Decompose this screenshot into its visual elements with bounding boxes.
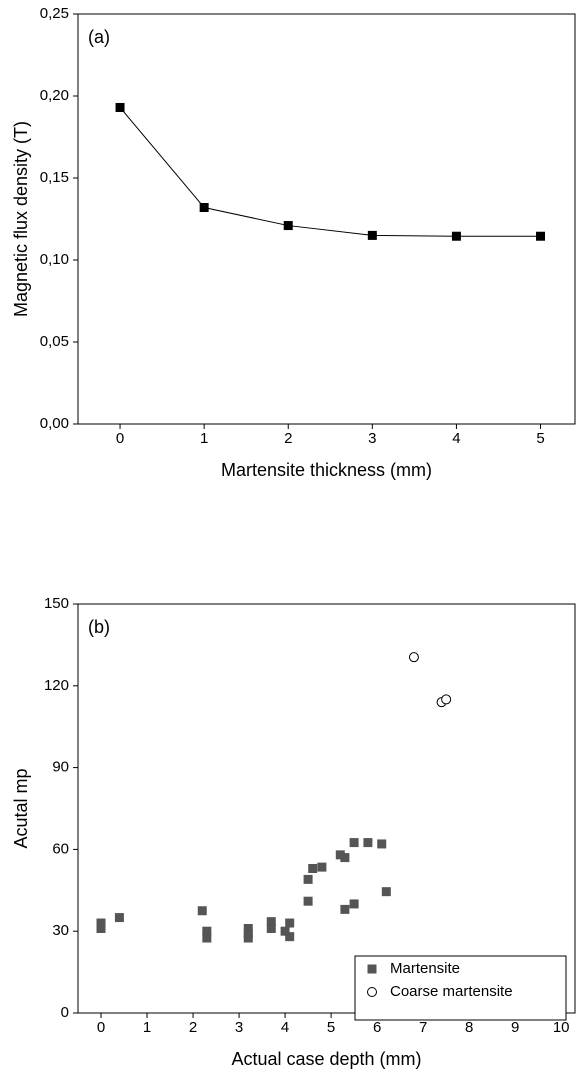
point [317,862,327,872]
point [266,923,276,933]
point [285,918,295,928]
y-tick-label: 150 [44,595,69,612]
plot-frame [77,603,576,1014]
point [349,838,359,848]
x-axis-label: Martensite thickness (mm) [221,460,432,480]
point [199,203,209,213]
legend-label: Coarse martensite [390,983,513,1000]
point [96,918,106,928]
line [119,107,541,237]
point [441,694,452,705]
point [202,933,212,943]
point [283,221,293,231]
point [363,838,373,848]
point [280,926,290,936]
point [377,839,387,849]
point [340,853,350,863]
y-tick-label: 0,00 [40,415,69,432]
y-tick-label: 90 [52,759,69,776]
point [381,887,391,897]
point [96,923,106,933]
y-tick-label: 120 [44,677,69,694]
point [285,932,295,942]
x-tick-label: 4 [452,430,460,447]
y-tick-label: 30 [52,922,69,939]
x-tick-label: 3 [235,1019,243,1036]
x-tick-label: 2 [284,430,292,447]
point [340,904,350,914]
point [115,102,125,112]
y-axis-label: Acutal mp [11,768,31,848]
point [197,906,207,916]
x-tick-label: 4 [281,1019,289,1036]
x-tick-label: 10 [553,1019,570,1036]
panel-label: (a) [88,27,110,47]
x-tick-label: 1 [200,430,208,447]
point [308,863,318,873]
y-tick-label: 0,20 [40,87,69,104]
y-tick-label: 0 [61,1004,69,1021]
point [349,899,359,909]
y-tick-label: 0,10 [40,251,69,268]
point [367,230,377,240]
x-tick-label: 9 [511,1019,519,1036]
y-axis-label: Magnetic flux density (T) [11,121,31,317]
point [266,917,276,927]
point [335,850,345,860]
point [243,933,253,943]
point [408,652,419,663]
point [243,923,253,933]
point [536,231,546,241]
point [114,913,124,923]
x-tick-label: 3 [368,430,376,447]
x-tick-label: 1 [143,1019,151,1036]
legend-box [354,955,567,1021]
legend-marker [367,987,377,997]
x-tick-label: 0 [116,430,124,447]
x-tick-label: 5 [327,1019,335,1036]
x-tick-label: 2 [189,1019,197,1036]
legend-marker [367,964,377,974]
panel-label: (b) [88,617,110,637]
point [303,874,313,884]
point [303,896,313,906]
y-tick-label: 0,25 [40,5,69,22]
x-tick-label: 6 [373,1019,381,1036]
x-tick-label: 5 [536,430,544,447]
plot-frame [77,13,576,425]
x-axis-label: Actual case depth (mm) [231,1049,421,1069]
x-tick-label: 0 [97,1019,105,1036]
point [202,926,212,936]
x-tick-label: 8 [465,1019,473,1036]
y-tick-label: 0,15 [40,169,69,186]
y-tick-label: 0,05 [40,333,69,350]
point [451,231,461,241]
x-tick-label: 7 [419,1019,427,1036]
y-tick-label: 60 [52,840,69,857]
legend-label: Martensite [390,960,460,977]
